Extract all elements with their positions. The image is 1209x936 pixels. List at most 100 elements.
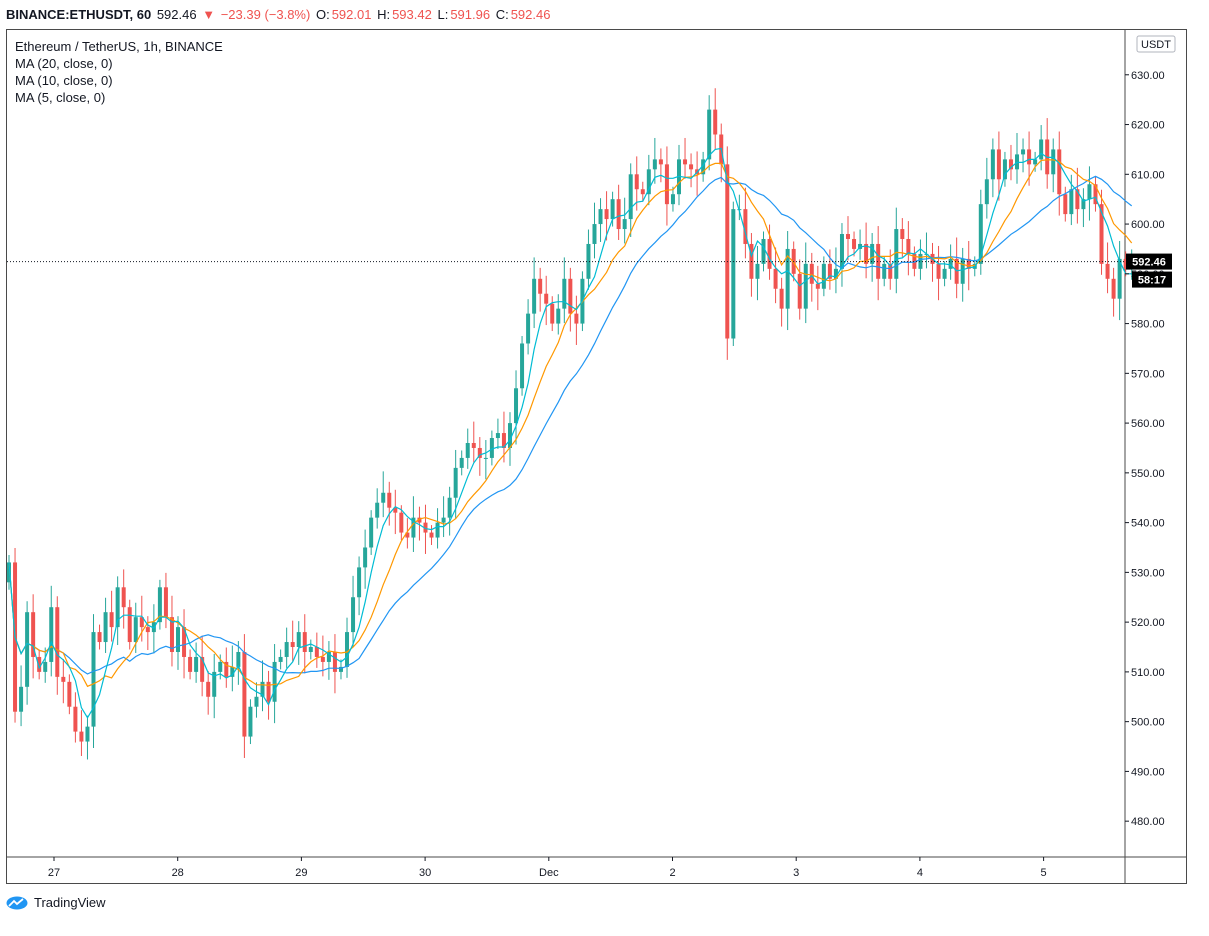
- candle-body: [731, 209, 736, 339]
- candle: [37, 649, 42, 680]
- candle: [477, 437, 482, 476]
- candle-body: [604, 209, 609, 220]
- candle-body: [133, 617, 138, 643]
- candle: [586, 229, 591, 290]
- candle: [296, 621, 301, 665]
- candle-body: [375, 502, 380, 518]
- candle: [163, 572, 168, 629]
- candle: [658, 148, 663, 183]
- candle: [683, 137, 688, 179]
- candle: [308, 639, 313, 660]
- candle: [314, 632, 319, 668]
- candle: [1093, 176, 1098, 212]
- candle: [520, 336, 525, 396]
- tradingview-branding[interactable]: TradingView: [6, 895, 106, 910]
- candle-body: [206, 681, 211, 697]
- candle-body: [586, 243, 591, 279]
- legend-ma10[interactable]: MA (10, close, 0): [15, 73, 113, 88]
- candle-body: [25, 612, 30, 687]
- candle: [254, 682, 259, 718]
- candle-body: [622, 219, 627, 230]
- time-axis[interactable]: 27 28 29 30 Dec 2 3 4 5: [48, 857, 1047, 879]
- candle: [839, 223, 844, 287]
- candle-body: [507, 423, 512, 448]
- candle-body: [833, 268, 838, 279]
- candle-body: [145, 627, 150, 633]
- candle-body: [670, 194, 675, 205]
- open-value: 592.01: [331, 7, 372, 22]
- candle-body: [103, 612, 108, 643]
- candle-body: [852, 238, 857, 249]
- candle-body: [218, 661, 223, 672]
- candle-body: [550, 303, 555, 324]
- candle-body: [320, 656, 325, 662]
- candle: [664, 146, 669, 226]
- candle-body: [725, 164, 730, 339]
- candle: [465, 428, 470, 469]
- low-label: L:: [437, 7, 449, 22]
- candle-body: [441, 517, 446, 523]
- candle-body: [888, 263, 893, 279]
- candle: [846, 216, 851, 261]
- price-tick-label: 630.00: [1131, 70, 1165, 82]
- candle: [598, 198, 603, 242]
- candle-body: [405, 532, 410, 538]
- price-tick-label: 610.00: [1131, 169, 1165, 181]
- candle-body: [248, 706, 253, 737]
- candle-body: [49, 607, 54, 662]
- candle: [447, 486, 452, 536]
- symbol-label[interactable]: BINANCE:ETHUSDT, 60: [6, 7, 152, 22]
- candle: [91, 614, 96, 749]
- candle: [948, 244, 953, 280]
- candle: [242, 634, 247, 758]
- chart-header: BINANCE:ETHUSDT, 60 592.46 ▼ −23.39 (−3.…: [6, 7, 552, 22]
- candle: [73, 692, 78, 743]
- candle: [369, 510, 374, 555]
- legend-ma20[interactable]: MA (20, close, 0): [15, 56, 113, 71]
- candle-body: [1105, 263, 1110, 279]
- candle-body: [652, 159, 657, 170]
- candle-body: [701, 159, 706, 175]
- candle-body: [97, 632, 102, 643]
- candle-body: [846, 234, 851, 239]
- high-label: H:: [377, 7, 391, 22]
- candle: [803, 242, 808, 324]
- chart-title[interactable]: Ethereum / TetherUS, 1h, BINANCE: [15, 39, 223, 54]
- candle: [326, 641, 331, 680]
- legend-ma5[interactable]: MA (5, close, 0): [15, 90, 106, 105]
- candle: [936, 245, 941, 301]
- change-down-icon: ▼: [202, 7, 216, 22]
- candle-body: [115, 587, 120, 628]
- candle-body: [520, 343, 525, 389]
- candle: [139, 595, 144, 642]
- candle-body: [936, 263, 941, 279]
- candle-body: [43, 661, 48, 672]
- candle: [1105, 242, 1110, 294]
- candle: [290, 620, 295, 662]
- last-price-tag-label: 592.46: [1132, 257, 1166, 269]
- candle-body: [803, 263, 808, 309]
- candle: [79, 710, 84, 756]
- candle-body: [447, 497, 452, 518]
- candle-body: [984, 179, 989, 205]
- candle: [852, 231, 857, 257]
- candle-body: [1039, 139, 1044, 160]
- candle-body: [308, 647, 313, 652]
- currency-badge[interactable]: USDT: [1136, 35, 1176, 53]
- candle: [1081, 188, 1086, 228]
- candle-body: [55, 607, 60, 677]
- candle: [876, 226, 881, 301]
- price-change: −23.39 (−3.8%): [220, 7, 311, 22]
- candle-body: [453, 467, 458, 498]
- candle: [19, 665, 24, 727]
- candle-body: [568, 278, 573, 314]
- candle-body: [296, 632, 301, 648]
- candle-body: [284, 642, 289, 657]
- price-axis[interactable]: 480.00 490.00 500.00 510.00 520.00 530.00 540.…: [1125, 70, 1165, 828]
- candle: [707, 95, 712, 171]
- candle-body: [357, 567, 362, 598]
- candle-body: [996, 149, 1001, 180]
- candle: [797, 259, 802, 320]
- candle: [568, 267, 573, 332]
